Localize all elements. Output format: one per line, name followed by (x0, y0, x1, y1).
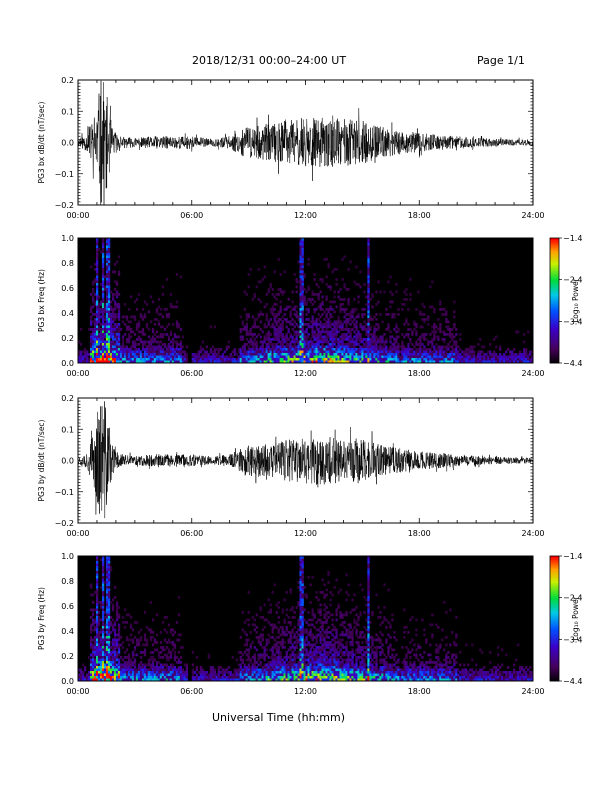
x-tick-label: 24:00 (521, 687, 544, 696)
x-tick-label: 12:00 (294, 211, 317, 220)
y-tick-label: −0.2 (55, 519, 74, 528)
colorbar: −1.4 −2.4 −3.4 −4.4 Log₁₀ Power (549, 234, 582, 368)
by-waveform-panel: 00:00 06:00 12:00 18:00 24:00 0.2 0.1 0.0 −0.1 −0… (37, 394, 545, 538)
y-tick-label: 1.0 (61, 234, 74, 243)
by-spectrogram-panel: 00:00 06:00 12:00 18:00 24:00 1.0 0.8 0.6 0.4 0.2… (37, 552, 582, 696)
colorbar-tick-label: −1.4 (563, 552, 582, 561)
plot-frame (77, 555, 534, 682)
colorbar-tick-label: −3.4 (563, 635, 582, 644)
x-tick-label: 18:00 (408, 687, 431, 696)
waveform-trace (78, 80, 533, 205)
y-tick-label: −0.1 (55, 170, 74, 179)
colorbar-tick-label: −3.4 (563, 317, 582, 326)
colorbar-tick-label: −4.4 (563, 677, 582, 686)
x-axis-label: Universal Time (hh:mm) (212, 711, 345, 724)
colorbar-tick-label: −1.4 (563, 234, 582, 243)
x-tick-label: 24:00 (521, 529, 544, 538)
spectrogram-image (78, 556, 534, 682)
y-tick-label: 0.4 (61, 627, 74, 636)
y-tick-label: 0.0 (61, 139, 74, 148)
y-tick-label: 0.2 (61, 76, 74, 85)
colorbar-tick-label: −2.4 (563, 594, 582, 603)
y-tick-label: −0.1 (55, 488, 74, 497)
y-axis-label: PG3 bx dB/dt (nT/sec) (37, 101, 46, 183)
y-tick-label: 1.0 (61, 552, 74, 561)
y-axis-label: PG3 bx Freq (Hz) (37, 269, 46, 332)
x-tick-label: 06:00 (180, 687, 203, 696)
x-tick-label: 00:00 (66, 369, 89, 378)
x-tick-label: 24:00 (521, 369, 544, 378)
page-indicator: Page 1/1 (477, 54, 525, 67)
y-tick-label: −0.2 (55, 201, 74, 210)
colorbar-label: Log₁₀ Power (571, 595, 580, 640)
x-tick-label: 06:00 (180, 211, 203, 220)
x-tick-label: 12:00 (294, 529, 317, 538)
x-tick-label: 18:00 (408, 369, 431, 378)
y-axis-label: PG3 by dB/dt (nT/sec) (37, 419, 46, 501)
x-tick-label: 18:00 (408, 211, 431, 220)
y-tick-label: 0.2 (61, 652, 74, 661)
x-tick-label: 12:00 (294, 369, 317, 378)
bx-waveform-panel: 00:00 06:00 12:00 18:00 24:00 0.2 0.1 0.0 −0.1 −0… (37, 76, 545, 220)
x-tick-label: 06:00 (180, 369, 203, 378)
y-tick-label: 0.2 (61, 394, 74, 403)
x-tick-label: 00:00 (66, 529, 89, 538)
y-tick-label: 0.8 (61, 259, 74, 268)
bx-spectrogram-panel: 00:00 06:00 12:00 18:00 24:00 1.0 0.8 0.6 0.4 0.2… (37, 234, 582, 378)
colorbar-tick-label: −2.4 (563, 276, 582, 285)
x-tick-label: 00:00 (66, 211, 89, 220)
plot-frame (77, 237, 534, 364)
y-axis-label: PG3 by Freq (Hz) (37, 587, 46, 650)
colorbar: −1.4 −2.4 −3.4 −4.4 Log₁₀ Power (549, 552, 582, 686)
y-tick-label: 0.2 (61, 334, 74, 343)
y-tick-label: 0.0 (61, 359, 74, 368)
x-tick-label: 00:00 (66, 687, 89, 696)
y-tick-label: 0.4 (61, 309, 74, 318)
colorbar-tick-label: −4.4 (563, 359, 582, 368)
y-tick-label: 0.0 (61, 457, 74, 466)
colorbar-label: Log₁₀ Power (571, 277, 580, 322)
y-tick-label: 0.8 (61, 577, 74, 586)
y-tick-label: 0.6 (61, 602, 74, 611)
waveform-trace (78, 401, 533, 519)
x-tick-label: 06:00 (180, 529, 203, 538)
y-tick-label: 0.0 (61, 677, 74, 686)
y-tick-label: 0.1 (61, 107, 74, 116)
x-tick-label: 24:00 (521, 211, 544, 220)
x-tick-label: 12:00 (294, 687, 317, 696)
figure-title: 2018/12/31 00:00–24:00 UT (192, 54, 347, 67)
x-tick-label: 18:00 (408, 529, 431, 538)
y-tick-label: 0.1 (61, 425, 74, 434)
spectrogram-image (78, 238, 534, 364)
y-tick-label: 0.6 (61, 284, 74, 293)
